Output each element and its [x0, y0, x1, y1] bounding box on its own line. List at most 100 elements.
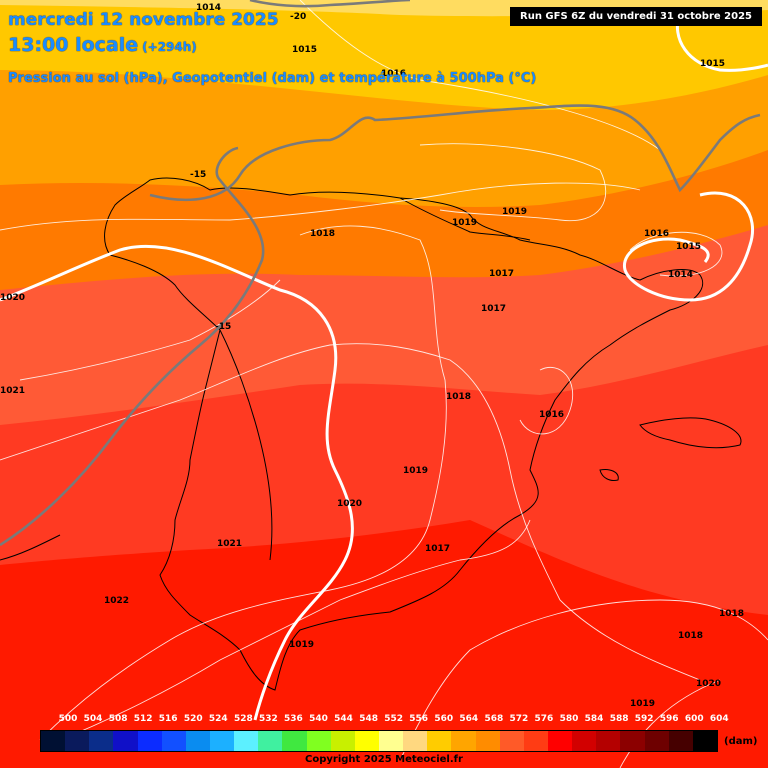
legend-tick: 528 [233, 714, 253, 724]
legend-swatch [475, 731, 500, 751]
legend-unit: (dam) [724, 736, 758, 747]
legend-swatch [113, 731, 138, 751]
copyright: Copyright 2025 Meteociel.fr [305, 754, 463, 765]
legend-tick: 580 [559, 714, 579, 724]
legend-tick: 560 [434, 714, 454, 724]
isobar-1016 [0, 182, 641, 231]
legend-swatch [89, 731, 114, 751]
legend-swatch [427, 731, 452, 751]
pressure-label: 1019 [452, 218, 477, 228]
legend-swatch [209, 731, 235, 751]
isobar-1018 [0, 343, 701, 681]
pressure-label: 1017 [481, 304, 506, 314]
legend-swatch [137, 731, 162, 751]
legend-tick: 556 [409, 714, 429, 724]
pressure-label: 1017 [489, 269, 514, 279]
iberia-coast [104, 177, 703, 691]
pressure-label: 1019 [630, 699, 655, 709]
pressure-label: 1014 [668, 270, 693, 280]
forecast-lead-time: (+294h) [142, 40, 197, 54]
pressure-label: 1020 [696, 679, 721, 689]
legend-tick: 588 [609, 714, 629, 724]
legend-swatch [451, 731, 476, 751]
legend-tick: 552 [384, 714, 404, 724]
isobar-1019b [399, 599, 768, 761]
legend-swatch [234, 731, 259, 751]
legend-swatch [161, 731, 186, 751]
atlantic-island [0, 534, 61, 561]
legend-swatch [523, 731, 548, 751]
pressure-label: 1020 [337, 499, 362, 509]
pressure-label: 1016 [539, 410, 564, 420]
isotherm-minus20 [249, 0, 411, 8]
pressure-label: 1018 [446, 392, 471, 402]
pressure-label: 1020 [0, 293, 25, 303]
legend-swatch [354, 731, 379, 751]
isobar-1015-low [629, 231, 723, 277]
legend-tick: 504 [83, 714, 103, 724]
isotherms [0, 0, 761, 547]
pressure-labels: 1014 1015 1015 1016 1020 1021 1018 1019 1019 1016… [0, 3, 744, 709]
isobar-1021 [19, 279, 281, 381]
pressure-label: 1019 [289, 640, 314, 650]
legend-colorbar [40, 730, 718, 752]
pressure-label: 1015 [676, 242, 701, 252]
legend-swatch [644, 731, 669, 751]
isobar-1016b [419, 143, 607, 222]
legend-swatch [378, 731, 404, 751]
legend-tick: 592 [634, 714, 654, 724]
forecast-time: 13:00 locale (+294h) [8, 34, 197, 56]
isobar-1019 [59, 519, 531, 741]
legend-tick: 604 [709, 714, 729, 724]
mallorca [639, 417, 742, 449]
legend-tick: 544 [334, 714, 353, 724]
contour-ne [675, 11, 768, 72]
geopotential-contours [0, 11, 768, 721]
legend-tick: 532 [258, 714, 278, 724]
isotherm-minus15-a [0, 146, 265, 547]
legend-tick: 520 [183, 714, 203, 724]
band-564 [0, 0, 768, 110]
legend-tick: 536 [284, 714, 303, 724]
legend-tick: 540 [309, 714, 328, 724]
isobar-1017 [39, 225, 447, 741]
temperature-labels: -20 -15 -15 [190, 12, 306, 332]
legend-tick: 564 [459, 714, 479, 724]
legend-swatch [403, 731, 428, 751]
legend-tick: 512 [133, 714, 153, 724]
run-info: Run GFS 6Z du vendredi 31 octobre 2025 [510, 7, 762, 26]
pyrenees-border [399, 197, 531, 241]
pressure-label: 1015 [292, 45, 317, 55]
pressure-label: 1018 [678, 631, 703, 641]
legend-swatch [185, 731, 210, 751]
pressure-label: 1021 [0, 386, 25, 396]
map-description: Pression au sol (hPa), Geopotentiel (dam… [8, 71, 537, 86]
legend-swatch [499, 731, 524, 751]
pressure-label: 1015 [700, 59, 725, 69]
isotherm-minus15-b [149, 104, 761, 202]
isobar-1016-east [519, 366, 574, 435]
legend-tick: 584 [584, 714, 604, 724]
legend-tick: 568 [484, 714, 504, 724]
contour-main [0, 244, 354, 721]
legend-swatch [620, 731, 645, 751]
temperature-label: -15 [190, 170, 206, 180]
pressure-label: 1018 [719, 609, 744, 619]
legend-tick: 500 [58, 714, 78, 724]
contour-loop [623, 191, 755, 302]
pressure-label: 1016 [381, 69, 406, 79]
legend-swatch [330, 731, 355, 751]
pressure-label: 1019 [502, 207, 527, 217]
legend-swatch [306, 731, 331, 751]
isobar-1014 [299, 0, 661, 151]
temperature-label: -15 [215, 322, 231, 332]
legend-tick: 524 [208, 714, 228, 724]
legend-ticks: 500 504 508 512 516 520 524 528 532 536 540 544 548 5… [59, 714, 729, 726]
coastlines [0, 177, 742, 691]
isobar-1020 [619, 679, 721, 768]
pressure-label: 1016 [644, 229, 669, 239]
pressure-label: 1022 [104, 596, 129, 606]
legend-swatch [41, 731, 66, 751]
